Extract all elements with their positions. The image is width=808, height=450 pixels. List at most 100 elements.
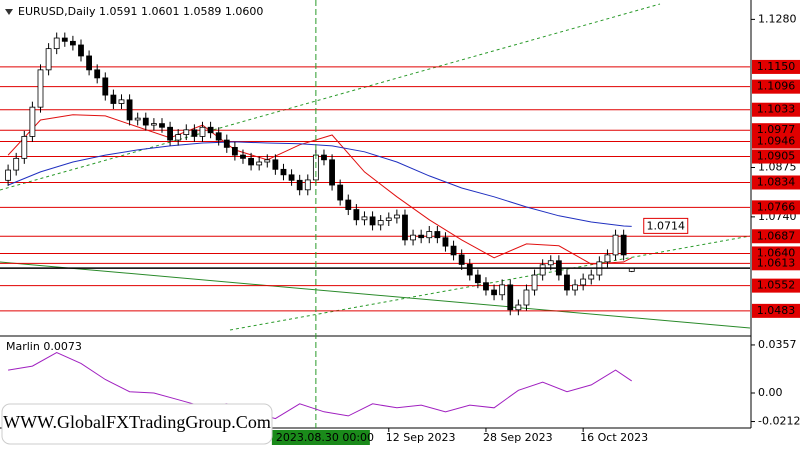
trend-line bbox=[0, 261, 751, 329]
moving-average bbox=[7, 141, 632, 227]
candle-body bbox=[231, 146, 238, 156]
crosshair-label-box bbox=[271, 430, 370, 445]
level-label-box bbox=[752, 149, 800, 164]
y-tick-label: 1.0875 bbox=[758, 161, 797, 174]
candle-body bbox=[142, 117, 149, 126]
candle-body bbox=[272, 159, 279, 170]
level-label: 1.0483 bbox=[757, 304, 796, 317]
candle-body bbox=[620, 234, 627, 256]
candle-body bbox=[45, 48, 52, 71]
candle-body bbox=[21, 136, 28, 159]
candle-body bbox=[304, 179, 311, 191]
candle-body bbox=[377, 220, 384, 226]
candle-body bbox=[118, 99, 125, 104]
candle-body bbox=[531, 274, 538, 291]
candle-body bbox=[547, 260, 554, 266]
candle-body bbox=[442, 237, 449, 247]
candle-body bbox=[321, 154, 327, 161]
candle-body bbox=[361, 216, 368, 221]
last-value-box bbox=[643, 217, 689, 234]
candle-body bbox=[385, 217, 392, 221]
candle-body bbox=[402, 214, 408, 241]
y-tick-label: 0.00 bbox=[758, 386, 783, 399]
candle-body bbox=[78, 44, 84, 57]
candle-body bbox=[191, 129, 198, 137]
candle-body bbox=[572, 284, 578, 291]
level-label-box bbox=[752, 123, 800, 138]
candle-body bbox=[159, 123, 165, 128]
candle-body bbox=[483, 282, 489, 291]
candle-body bbox=[288, 174, 295, 181]
candle-body bbox=[523, 289, 530, 306]
candle-body bbox=[150, 123, 157, 126]
level-label: 1.0766 bbox=[757, 200, 796, 213]
candle-body bbox=[507, 284, 514, 311]
candle-body bbox=[264, 159, 271, 163]
level-label-box bbox=[752, 256, 800, 271]
chart-title: EURUSD,Daily 1.0591 1.0601 1.0589 1.0600 bbox=[18, 5, 263, 18]
level-label: 1.0613 bbox=[757, 256, 796, 269]
candle-body bbox=[13, 157, 20, 171]
candle-body bbox=[199, 126, 206, 137]
trend-line bbox=[229, 235, 751, 331]
candle-body bbox=[183, 129, 190, 135]
candle-body bbox=[337, 184, 344, 201]
indicator-line bbox=[8, 352, 632, 420]
level-label: 1.0687 bbox=[757, 229, 796, 242]
candle-body bbox=[588, 274, 595, 280]
x-tick-label: 16 Oct 2023 bbox=[580, 431, 648, 444]
level-label: 1.0834 bbox=[757, 175, 796, 188]
candle-body bbox=[458, 254, 465, 265]
watermark: WWW.GlobalFXTradingGroup.Com bbox=[3, 412, 271, 432]
y-tick-label: 0.0357 bbox=[758, 338, 797, 351]
candle-body bbox=[61, 37, 68, 42]
candle-body bbox=[329, 159, 335, 186]
candle-body bbox=[110, 94, 117, 104]
candle-body bbox=[134, 117, 141, 121]
level-label: 1.0946 bbox=[757, 135, 796, 148]
level-label-box bbox=[752, 303, 800, 318]
candle-body bbox=[29, 106, 36, 137]
last-value-label: 1.0714 bbox=[646, 219, 685, 232]
candle-body bbox=[86, 55, 92, 71]
candle-body bbox=[240, 154, 246, 159]
level-label: 1.0905 bbox=[757, 150, 796, 163]
candle-body bbox=[393, 214, 400, 219]
trend-line bbox=[0, 3, 661, 191]
level-label-box bbox=[752, 278, 800, 293]
level-label-box bbox=[752, 200, 800, 215]
candle-body bbox=[515, 304, 522, 311]
candle-body bbox=[296, 179, 303, 191]
candle-body bbox=[207, 126, 214, 134]
candle-body bbox=[167, 126, 173, 141]
y-tick-label: -0.0212 bbox=[758, 415, 800, 428]
menu-triangle[interactable] bbox=[5, 9, 13, 15]
level-label: 1.1033 bbox=[757, 103, 796, 116]
trend-lines bbox=[0, 3, 751, 331]
candle-body bbox=[248, 157, 254, 166]
x-tick-label: 2023.08.30 00:00 bbox=[276, 431, 374, 444]
level-label-box bbox=[752, 229, 800, 244]
candle-body bbox=[5, 169, 11, 181]
candle-body bbox=[418, 234, 425, 239]
watermark-box bbox=[1, 403, 273, 445]
candle-body bbox=[223, 139, 230, 148]
level-label-box bbox=[752, 175, 800, 190]
candle-body bbox=[353, 209, 360, 221]
candle-body bbox=[37, 69, 44, 108]
candle-body bbox=[474, 274, 481, 284]
candle-body bbox=[126, 99, 133, 121]
level-label: 1.1150 bbox=[757, 60, 796, 73]
candle-body bbox=[215, 132, 222, 141]
candle-body bbox=[410, 234, 416, 241]
candle-body bbox=[612, 234, 619, 256]
candle-body bbox=[69, 40, 76, 46]
x-tick-label: 28 Sep 2023 bbox=[483, 431, 553, 444]
x-tick-label: 12 Sep 2023 bbox=[386, 431, 456, 444]
candle-body bbox=[580, 278, 587, 286]
indicator-title: Marlin 0.0073 bbox=[6, 340, 82, 353]
level-label-box bbox=[752, 79, 800, 94]
level-label-box bbox=[752, 102, 800, 117]
level-label-box bbox=[752, 59, 800, 74]
